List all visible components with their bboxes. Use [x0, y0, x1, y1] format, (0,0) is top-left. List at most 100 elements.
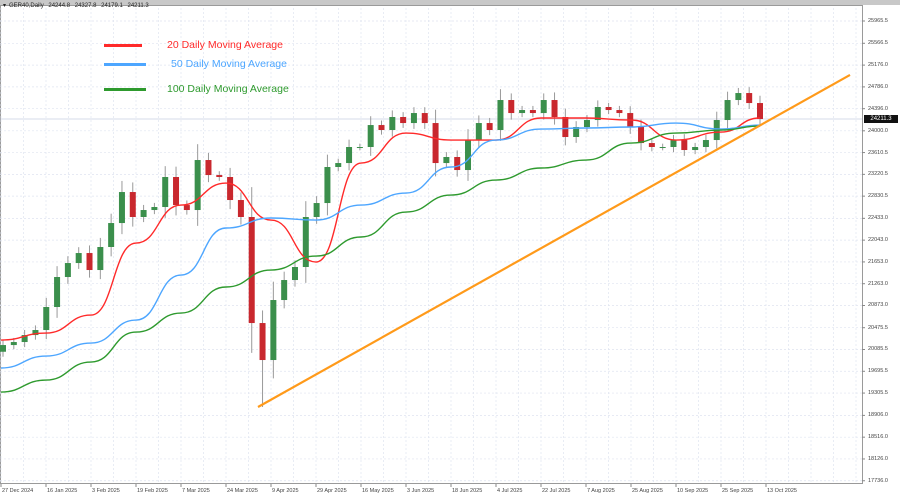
candle-body [54, 277, 61, 308]
candle-body [151, 207, 158, 211]
y-tick-label: 23610.5 [868, 149, 888, 156]
candle-body [75, 253, 82, 264]
candle-body [605, 107, 612, 111]
candle-body [702, 140, 709, 148]
y-tick-label: 19305.5 [868, 390, 888, 397]
candle-body [64, 263, 71, 278]
candle-body [659, 147, 666, 149]
y-tick-label: 17736.0 [868, 477, 888, 484]
y-tick-label: 19695.5 [868, 368, 888, 375]
x-tick-label: 4 Jul 2025 [497, 488, 523, 494]
y-tick-label: 20475.5 [868, 324, 888, 331]
legend-ma50: 50 Daily Moving Average [104, 58, 287, 70]
y-tick-label: 18906.0 [868, 412, 888, 419]
candle-body [10, 342, 17, 346]
x-tick-label: 24 Mar 2025 [227, 488, 258, 494]
candle-body [486, 123, 493, 131]
candle-body [302, 217, 309, 268]
candle-body [410, 113, 417, 124]
symbol-label: GER40,Daily [9, 3, 44, 9]
candle-body [465, 140, 472, 171]
y-tick-label: 21653.0 [868, 258, 888, 265]
candle-body [129, 192, 136, 218]
candle-body [97, 247, 104, 271]
legend-ma100: 100 Daily Moving Average [104, 83, 289, 95]
candle-body [86, 253, 93, 271]
candle-body [670, 140, 677, 148]
candle-body [400, 117, 407, 124]
low-value: 24179.1 [101, 3, 123, 9]
x-tick-label: 25 Sep 2025 [722, 488, 754, 494]
candle-body [648, 143, 655, 148]
x-tick-label: 7 Mar 2025 [182, 488, 210, 494]
candle-body [508, 100, 515, 114]
candle-body [573, 127, 580, 138]
x-tick-label: 13 Oct 2025 [767, 488, 797, 494]
x-tick-label: 16 Jan 2025 [47, 488, 78, 494]
candle-body [270, 300, 277, 361]
x-tick-label: 27 Dec 2024 [2, 488, 34, 494]
candle-body [237, 200, 244, 218]
y-tick-label: 25566.5 [868, 40, 888, 47]
legend-swatch-ma100 [104, 87, 146, 91]
candle-body [118, 192, 125, 224]
chart-header: ▾ GER40,Daily 24244.8 24327.8 24179.1 242… [3, 2, 152, 9]
legend-label-ma50: 50 Daily Moving Average [171, 58, 287, 70]
legend-label-ma20: 20 Daily Moving Average [167, 39, 283, 51]
candle-body [281, 280, 288, 301]
candle-body [356, 147, 363, 149]
candle-body [0, 345, 6, 352]
candle-body [378, 125, 385, 131]
candle-body [259, 323, 266, 361]
candle-body [108, 223, 115, 248]
y-tick-label: 20085.5 [868, 346, 888, 353]
candle-body [594, 107, 601, 121]
top-bar [0, 0, 900, 5]
x-tick-label: 22 Jul 2025 [542, 488, 571, 494]
candle-body [497, 100, 504, 131]
x-tick-label: 7 Aug 2025 [587, 488, 615, 494]
candle-body [194, 160, 201, 211]
candle-body [540, 100, 547, 114]
candle-body [616, 110, 623, 114]
candle-body [183, 205, 190, 211]
candle-body [389, 117, 396, 131]
candle-body [335, 163, 342, 168]
collapse-triangle-icon[interactable]: ▾ [3, 3, 7, 9]
y-tick-label: 21263.0 [868, 280, 888, 287]
candle-body [454, 157, 461, 171]
candle-body [248, 217, 255, 324]
y-tick-label: 22830.5 [868, 193, 888, 200]
candle-body [519, 110, 526, 114]
candle-body [692, 147, 699, 151]
candle-body [583, 120, 590, 128]
x-tick-label: 3 Feb 2025 [92, 488, 120, 494]
ma100-line [0, 125, 761, 393]
legend-ma20: 20 Daily Moving Average [104, 39, 283, 51]
candle-body [757, 103, 763, 120]
open-value: 24244.8 [48, 3, 71, 9]
x-tick-label: 3 Jun 2025 [407, 488, 435, 494]
candle-body [205, 160, 212, 176]
legend-label-ma100: 100 Daily Moving Average [167, 83, 289, 95]
candle-body [475, 123, 482, 141]
current-price-label: 24211.3 [864, 115, 898, 124]
y-tick-label: 18516.0 [868, 434, 888, 441]
candle-body [43, 307, 50, 331]
y-tick-label: 24786.0 [868, 83, 888, 90]
x-tick-label: 25 Aug 2025 [632, 488, 663, 494]
plot-border [0, 5, 863, 484]
trendline [257, 73, 851, 408]
candle-body [421, 113, 428, 124]
candle-body [324, 167, 331, 204]
x-tick-label: 18 Jun 2025 [452, 488, 483, 494]
x-tick-label: 9 Apr 2025 [272, 488, 299, 494]
y-tick-label: 22433.0 [868, 215, 888, 222]
candle-body [432, 123, 439, 164]
candle-body [681, 140, 688, 151]
x-tick-label: 16 May 2025 [362, 488, 394, 494]
candle-body [551, 100, 558, 118]
y-tick-label: 25176.0 [868, 62, 888, 69]
